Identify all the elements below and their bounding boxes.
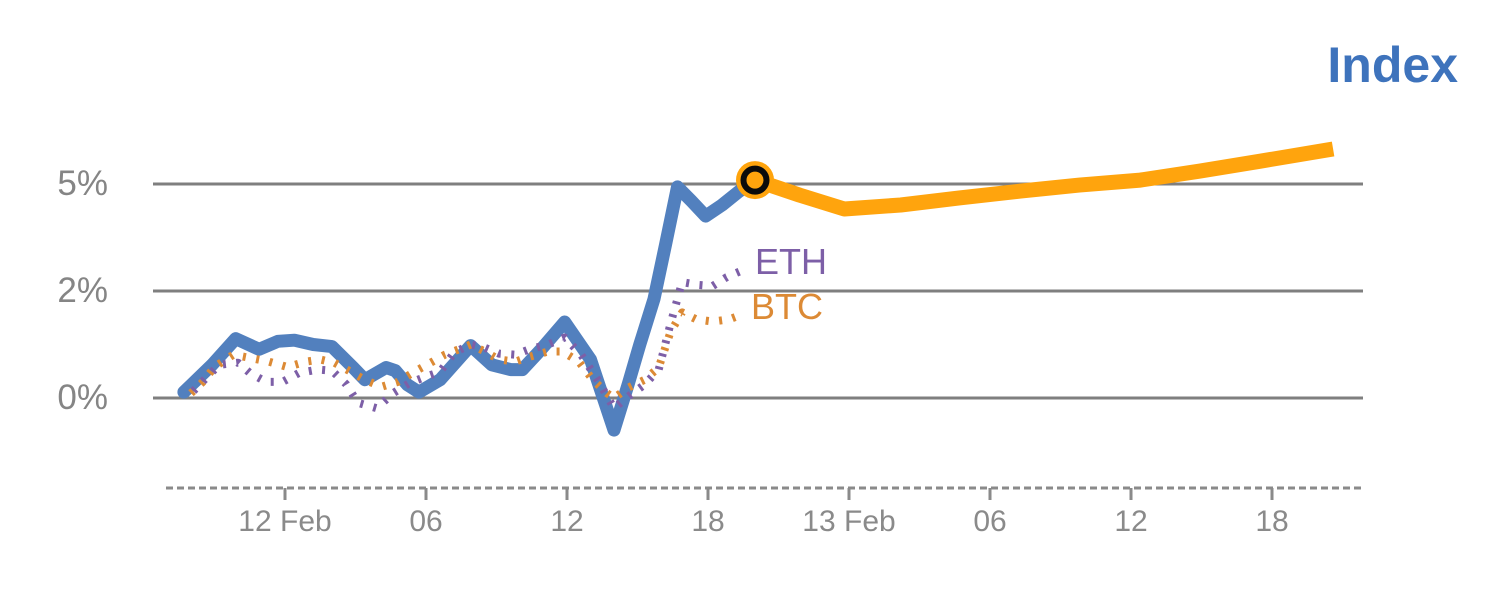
x-tick-label: 12 Feb bbox=[238, 505, 332, 538]
chart-title: Index bbox=[1327, 37, 1458, 93]
index-line-actual bbox=[177, 173, 762, 437]
current-point-marker bbox=[736, 161, 774, 200]
x-tick-label: 06 bbox=[409, 505, 443, 538]
x-tick-label: 06 bbox=[973, 505, 1007, 538]
y-tick-label: 0% bbox=[57, 378, 108, 417]
y-tick-label: 5% bbox=[57, 164, 108, 203]
x-tick-label: 12 bbox=[550, 505, 584, 538]
btc-series-label: BTC bbox=[751, 286, 823, 327]
marker-black-ring bbox=[740, 165, 770, 195]
x-tick-label: 18 bbox=[1255, 505, 1289, 538]
x-tick-label: 12 bbox=[1114, 505, 1148, 538]
x-axis bbox=[166, 486, 1365, 500]
x-tick-label: 13 Feb bbox=[802, 505, 896, 538]
index-line-projection bbox=[752, 141, 1335, 217]
y-tick-label: 2% bbox=[57, 271, 108, 310]
eth-series-label: ETH bbox=[755, 241, 827, 282]
x-tick-label: 18 bbox=[691, 505, 725, 538]
